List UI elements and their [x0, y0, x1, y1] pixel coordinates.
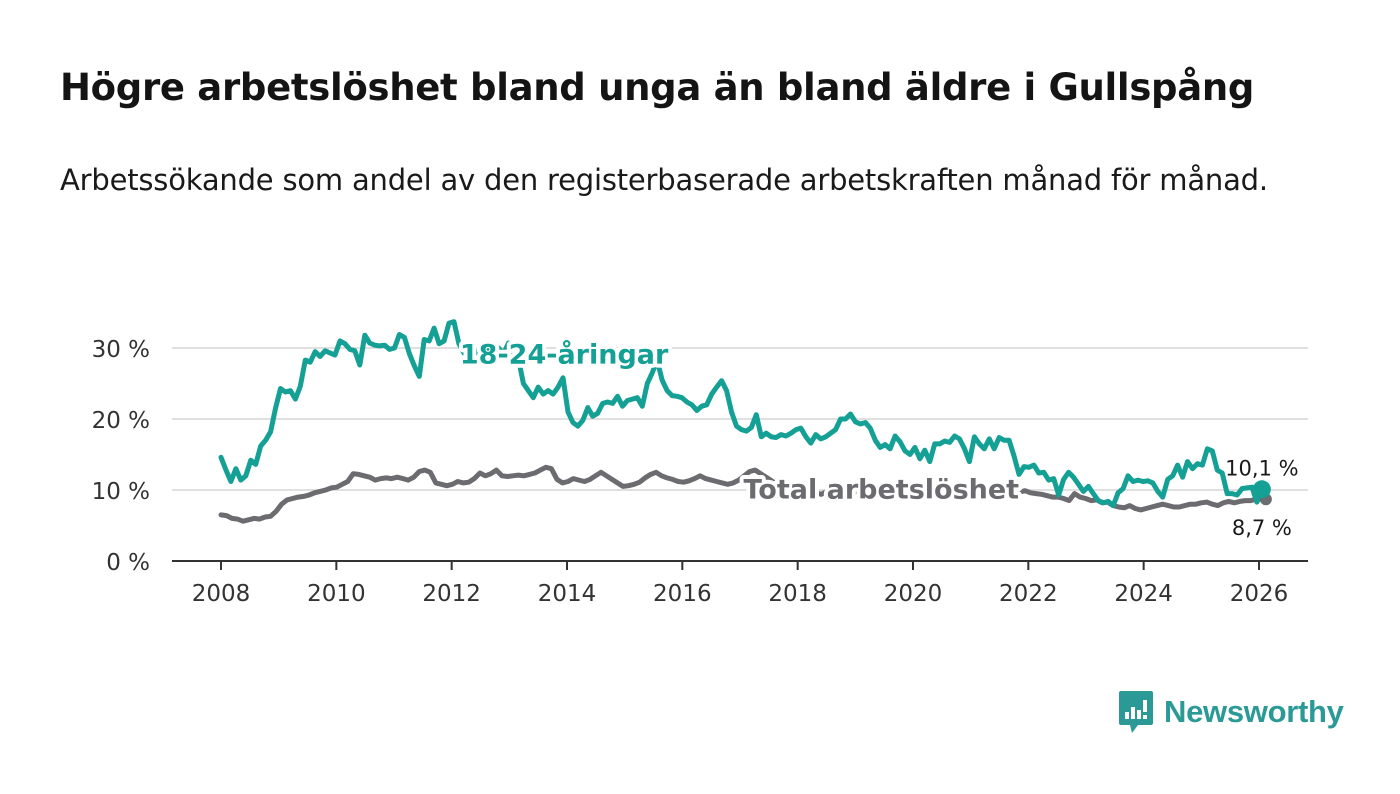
bar-chart-speech-bubble-icon — [1119, 691, 1153, 733]
y-axis-tick-labels: 0 % 10 % 20 % 30 % — [92, 337, 150, 576]
end-value-label-youth: 10,1 % — [1225, 456, 1298, 480]
x-tick-label: 2016 — [653, 581, 712, 607]
series-labels: 10,1 % 8,7 % 18-24-åringar Total arbetslösh… — [456, 335, 1299, 541]
series-label-youth: 18-24-åringar — [460, 339, 669, 371]
x-tick-label: 2014 — [538, 581, 597, 607]
brand-logo: Newsworthy — [1118, 690, 1344, 734]
series-label-total: Total arbetslöshet — [743, 475, 1019, 506]
chart-title: Högre arbetslöshet bland unga än bland ä… — [60, 66, 1255, 109]
brand-name: Newsworthy — [1164, 694, 1344, 729]
x-tick-label: 2020 — [884, 581, 943, 607]
series-line-total — [218, 464, 1265, 524]
x-axis: 2008 2010 2012 2014 2016 2018 2020 2022 2024 2026 — [172, 560, 1308, 607]
x-tick-label: 2026 — [1230, 581, 1289, 607]
x-tick-label: 2010 — [307, 581, 366, 607]
y-tick-label: 30 % — [92, 337, 150, 363]
chart-subtitle: Arbetssökande som andel av den registerb… — [60, 163, 1268, 197]
x-tick-label: 2008 — [192, 581, 251, 607]
x-tick-label: 2024 — [1114, 581, 1173, 607]
y-tick-label: 20 % — [92, 408, 150, 434]
series-line-youth — [218, 319, 1265, 509]
end-value-label-total: 8,7 % — [1232, 516, 1292, 540]
gridlines — [172, 347, 1308, 491]
x-tick-label: 2018 — [768, 581, 827, 607]
end-marker-youth — [1252, 480, 1271, 499]
x-tick-label: 2022 — [999, 581, 1058, 607]
y-tick-label: 0 % — [106, 550, 150, 576]
x-tick-label: 2012 — [422, 581, 481, 607]
y-tick-label: 10 % — [92, 479, 150, 505]
series-lines — [218, 319, 1272, 524]
